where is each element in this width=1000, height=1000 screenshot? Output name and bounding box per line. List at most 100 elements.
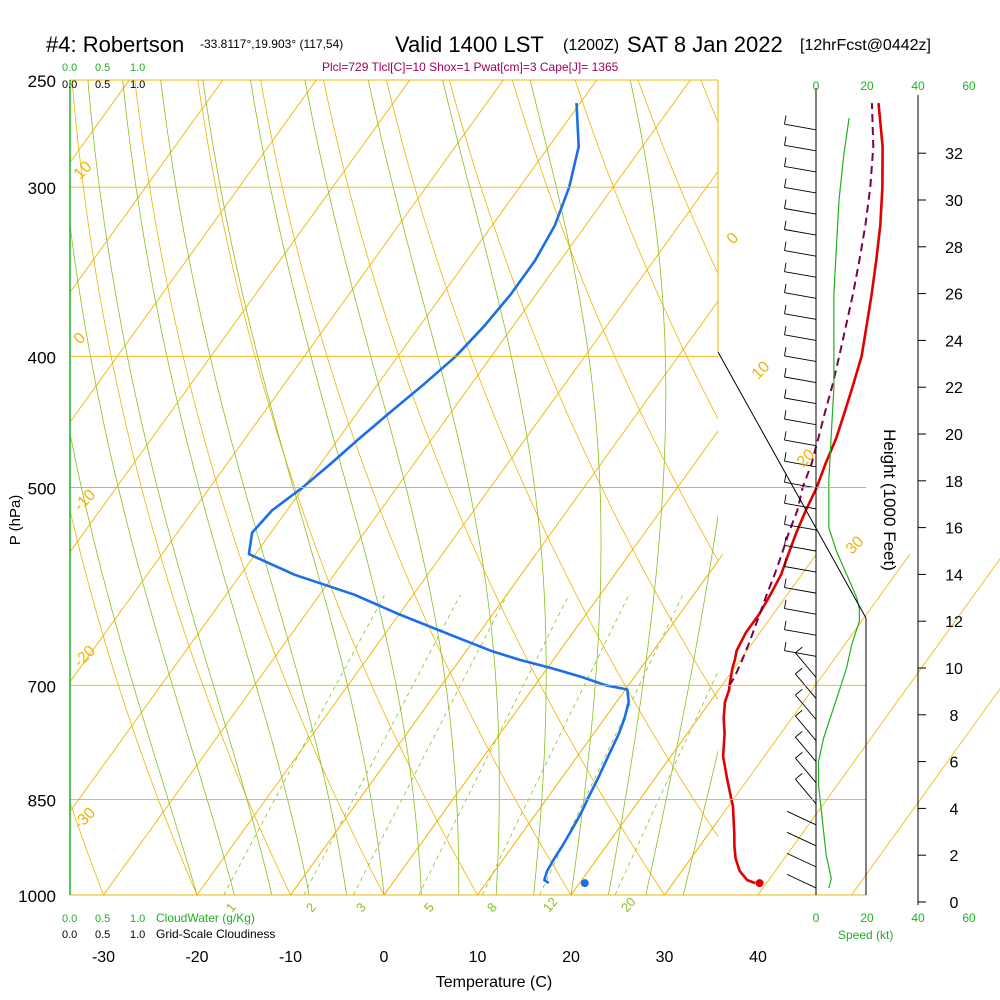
- speed-top-40: 40: [911, 79, 925, 93]
- dry-adiabat-line: [323, 80, 665, 895]
- cloud-scale-top-0: 0.0: [62, 62, 77, 74]
- forecast-label: [12hrFcst@0442z]: [800, 37, 931, 54]
- station-title: #4: Robertson: [46, 32, 184, 57]
- wind-barb-flag: [784, 578, 787, 588]
- isotherm-line: [852, 80, 1000, 895]
- wind-barb-staff: [784, 587, 817, 594]
- speed-top-0: 0: [813, 79, 820, 93]
- dry-adiabat-line: [197, 80, 478, 895]
- speed-top-20: 20: [860, 79, 874, 93]
- wind-barb-staff: [784, 481, 817, 489]
- cloud-scale-bottom-2: 1.0: [130, 913, 145, 925]
- isotherm-label: -30: [71, 804, 99, 832]
- dry-adiabat-line: [511, 80, 718, 562]
- isotherm-extension: [570, 553, 817, 896]
- height-tick-label: 20: [945, 427, 963, 444]
- wind-barb-flag: [784, 346, 787, 356]
- temperature-tick-label: 0: [380, 949, 389, 966]
- height-tick-label: 26: [945, 287, 963, 304]
- wind-barb-staff: [784, 566, 817, 573]
- moist-adiabat-line: [442, 80, 547, 895]
- height-tick-label: 10: [945, 661, 963, 678]
- height-axis-title: Height (1000 Feet): [880, 429, 899, 571]
- cloudiness-scale-top-2: 1.0: [130, 79, 145, 91]
- mixing-ratio-label: 5: [421, 900, 437, 915]
- pressure-tick-label: 1000: [18, 887, 56, 906]
- wind-barb-flag: [784, 283, 787, 293]
- wind-barb-staff: [784, 208, 817, 215]
- isotherm-label: -10: [71, 486, 99, 514]
- height-tick-label: 28: [945, 240, 963, 257]
- dry-adiabat-line: [754, 56, 1000, 924]
- speed-top-60: 60: [962, 79, 976, 93]
- isotherm-line: [70, 80, 224, 293]
- cloudiness-scale-top-1: 0.5: [95, 79, 110, 91]
- height-tick-label: 18: [945, 474, 963, 491]
- dry-adiabat-line: [134, 80, 385, 895]
- wind-barb-flag: [784, 494, 787, 504]
- moist-adiabat-line: [645, 513, 718, 895]
- wind-barb-staff: [786, 852, 817, 868]
- cloudiness-label: Grid-Scale Cloudiness: [156, 927, 275, 941]
- wind-barb-flag: [784, 157, 787, 167]
- height-tick-label: 6: [950, 755, 959, 772]
- isotherm-extension: [290, 553, 537, 896]
- moist-adiabat-line: [122, 80, 310, 895]
- cloudiness-scale-top-0: 0.0: [62, 79, 77, 91]
- temperature-tick-label: 40: [749, 949, 767, 966]
- cloudiness-scale-bottom-2: 1.0: [130, 929, 145, 941]
- dry-adiabat-line: [70, 508, 198, 895]
- wind-panel-boundary: [717, 351, 867, 895]
- wind-barb-flag: [784, 641, 787, 651]
- wind-barb-staff: [784, 355, 817, 362]
- speed-bottom-0: 0: [813, 911, 820, 925]
- wind-barb-flag: [784, 178, 787, 188]
- wind-barb-staff: [795, 652, 817, 678]
- wind-barb-staff: [784, 292, 817, 299]
- wind-barb-staff: [784, 608, 817, 615]
- wind-barb-flag: [784, 368, 787, 378]
- height-tick-label: 24: [945, 333, 963, 350]
- temperature-tick-label: 30: [656, 949, 674, 966]
- moist-adiabat-line: [160, 80, 347, 895]
- background-lines-group: [70, 56, 1000, 924]
- frame-group: [69, 79, 919, 905]
- moist-adiabat-line: [367, 80, 500, 895]
- isotherm-extension: [664, 553, 911, 896]
- height-tick-label: 30: [945, 193, 963, 210]
- wind-barb-flag: [784, 389, 787, 399]
- parcel-trace-line: [728, 103, 875, 686]
- wind-barb-staff: [784, 313, 817, 320]
- wind-barb-staff: [786, 873, 817, 889]
- wind-barb-staff: [784, 397, 817, 405]
- wind-barb-flag: [784, 452, 787, 462]
- wind-barb-flag: [784, 620, 787, 630]
- wind-barb-staff: [784, 271, 817, 278]
- mixing-ratio-line: [352, 594, 508, 895]
- isotherm-extension: [757, 558, 1000, 896]
- height-tick-label: 22: [945, 380, 963, 397]
- moist-adiabat-line: [70, 431, 198, 895]
- wind-barb-staff: [784, 523, 817, 531]
- moist-adiabat-line: [304, 80, 460, 895]
- wind-barb-staff: [795, 673, 817, 699]
- valid-date: SAT 8 Jan 2022: [627, 32, 783, 57]
- moist-adiabat-line: [70, 222, 235, 895]
- wind-barb-staff: [795, 715, 817, 741]
- wind-barb-flag: [784, 325, 787, 335]
- moist-adiabat-line: [608, 80, 667, 895]
- dry-adiabat-line: [385, 80, 718, 838]
- wind-barb-flag: [784, 220, 787, 230]
- cloud-scale-top-2: 1.0: [130, 62, 145, 74]
- temperature-tick-label: -20: [185, 949, 208, 966]
- cloudwater-label: CloudWater (g/Kg): [156, 911, 255, 925]
- moist-adiabat-line: [682, 749, 718, 895]
- valid-time: Valid 1400 LST: [395, 32, 544, 57]
- wind-barb-flag: [784, 599, 787, 609]
- height-tick-label: 32: [945, 146, 963, 163]
- dry-adiabat-line: [574, 80, 718, 420]
- moist-adiabat-line: [87, 80, 273, 895]
- wind-barb-flag: [784, 536, 787, 546]
- cloud-scale-bottom-0: 0.0: [62, 913, 77, 925]
